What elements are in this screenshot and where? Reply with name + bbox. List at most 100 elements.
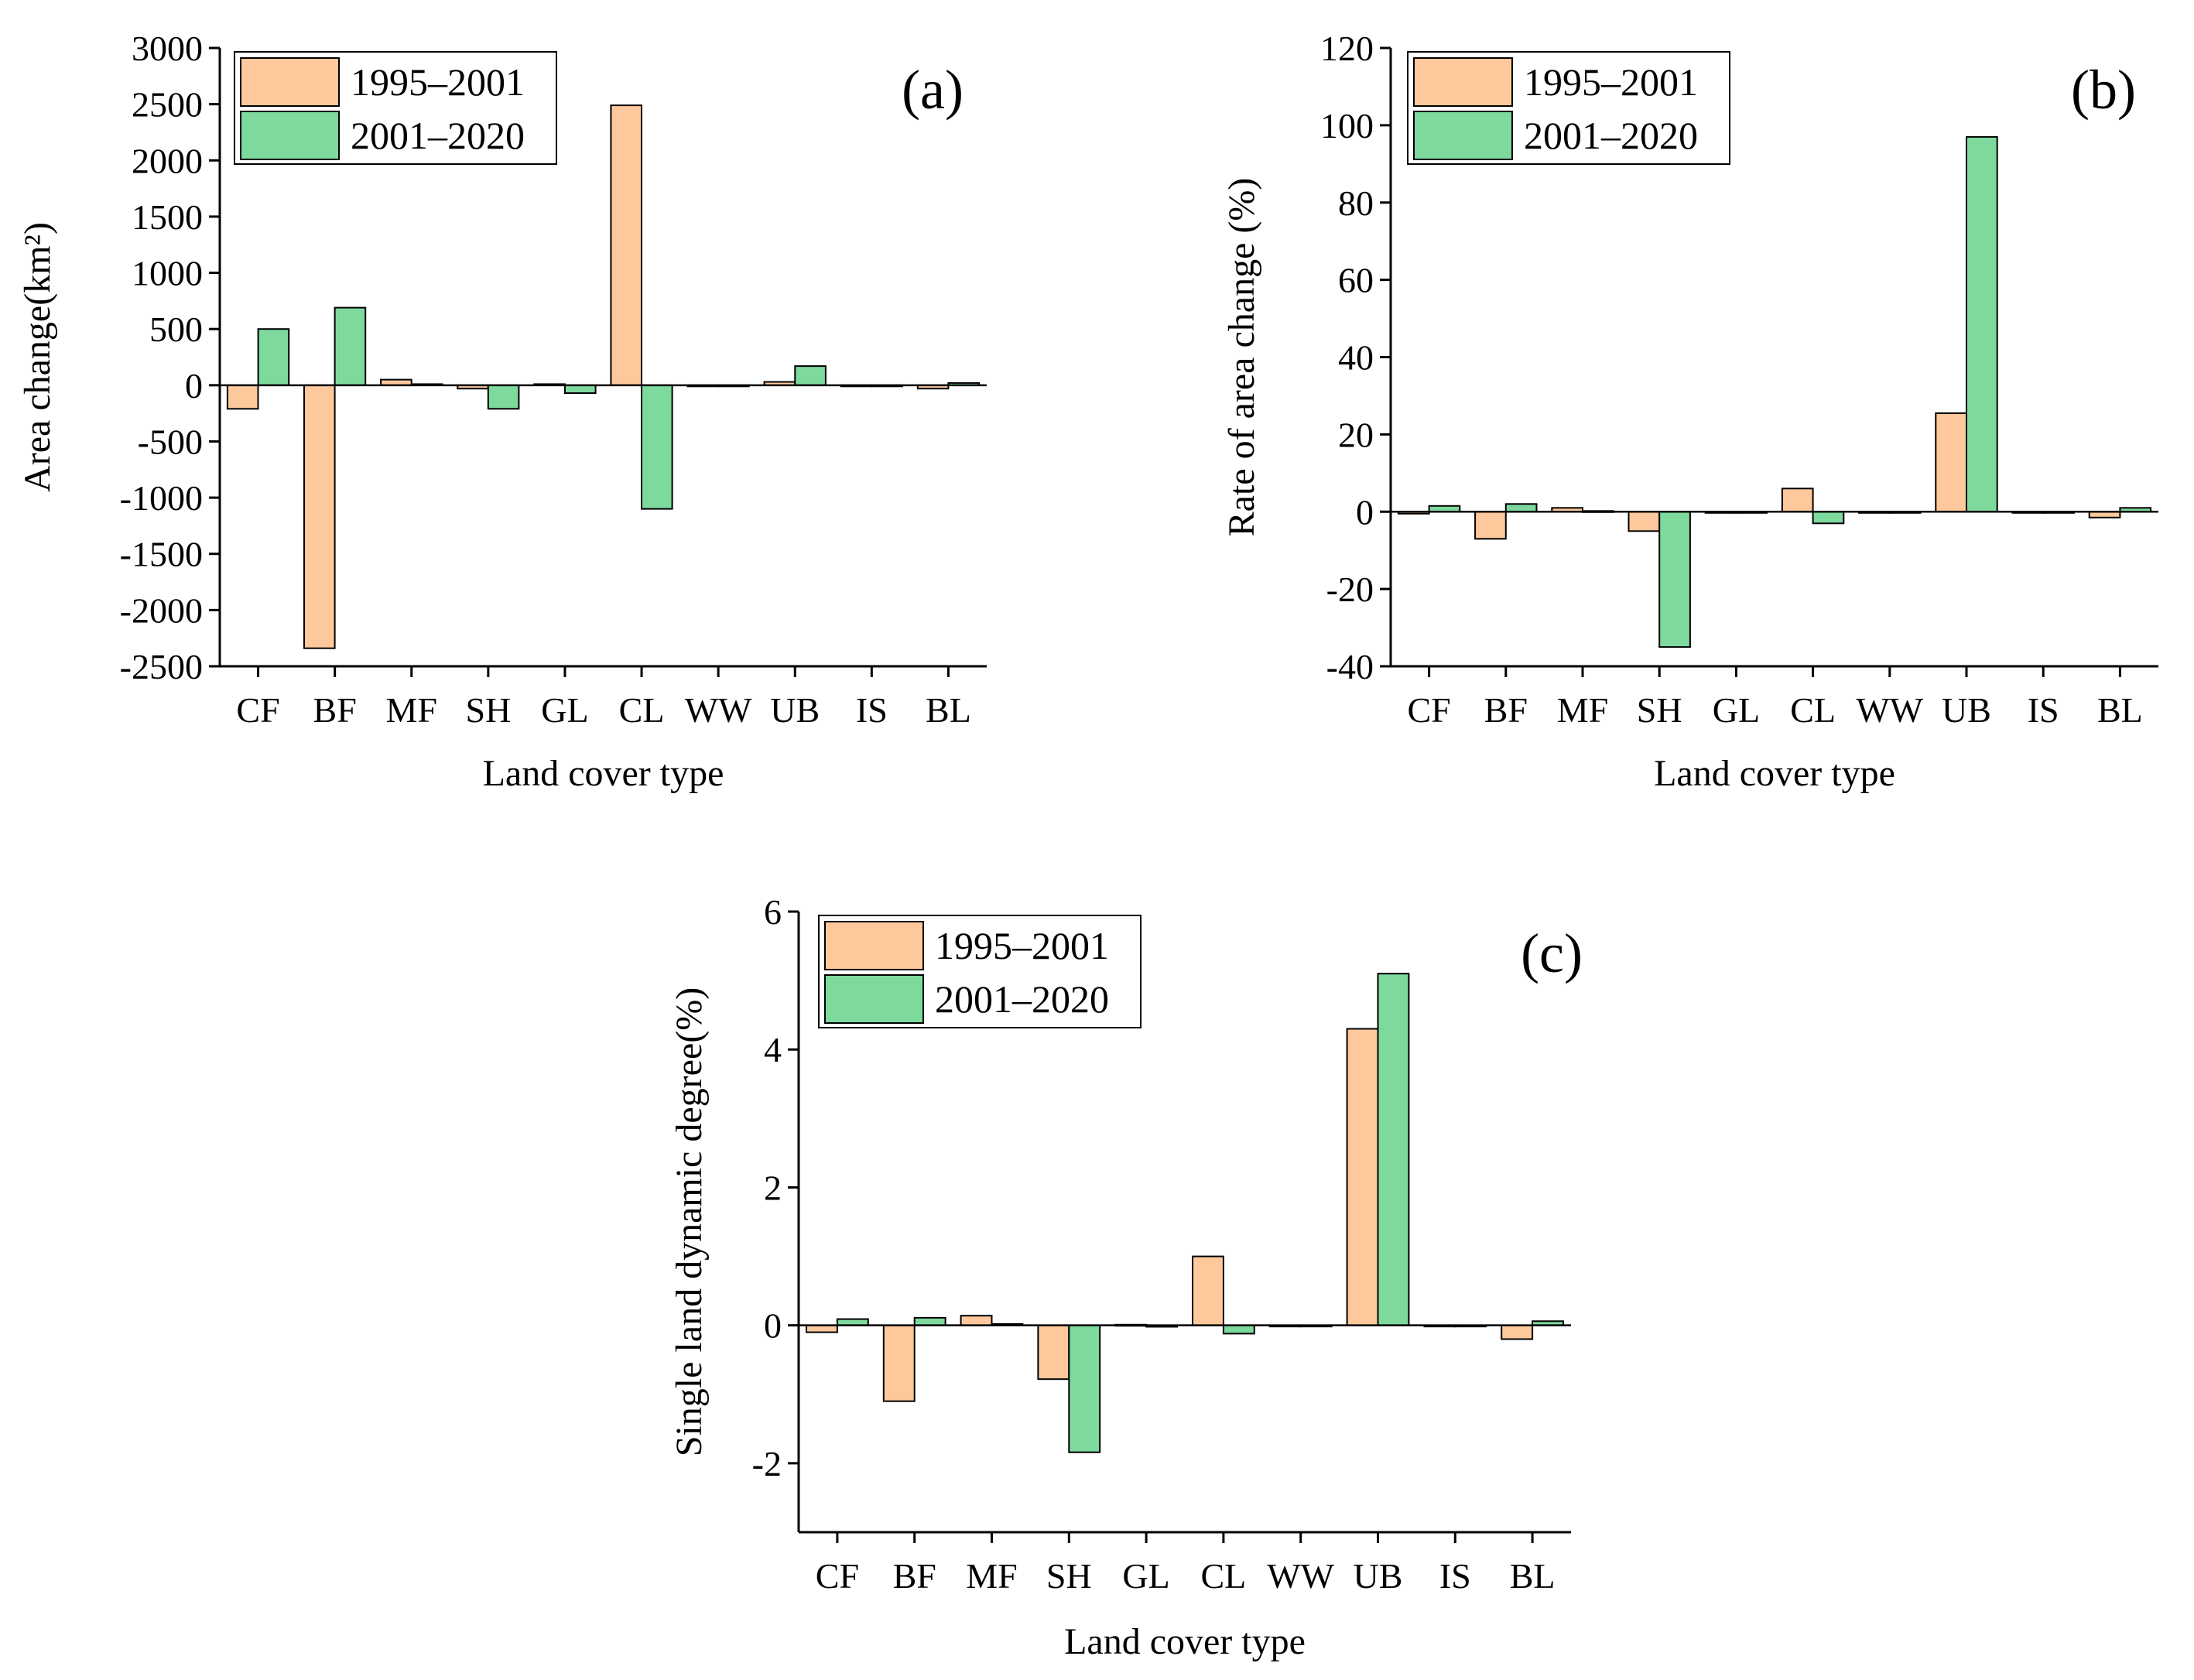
- bar-c-cl-series-1: [1192, 1255, 1224, 1326]
- x-tick-label-a-gl: GL: [541, 690, 588, 730]
- legend-swatch-b-series-1: [1413, 57, 1513, 107]
- y-tick-label-c: -2: [752, 1444, 782, 1483]
- bar-c-mf-series-1: [960, 1315, 993, 1326]
- bar-c-bf-series-2: [913, 1316, 946, 1326]
- x-tick-label-b-cl: CL: [1790, 690, 1836, 730]
- y-tick-label-a: 0: [185, 366, 203, 405]
- y-tick-label-c: 4: [764, 1030, 782, 1069]
- x-tick-label-b-gl: GL: [1713, 690, 1760, 730]
- chart-panel-a: 3000 2500 2000 1500 1000 500 0 -500 -1000 -1500 -2…: [17, 29, 987, 794]
- y-axis-title-b: Rate of area change (%): [1221, 178, 1262, 537]
- x-axis-title-a: Land cover type: [483, 753, 724, 794]
- x-tick-label-c-gl: GL: [1122, 1556, 1169, 1596]
- bar-b-ub-series-2: [1966, 135, 1998, 513]
- y-axis-title-a: Area change(km²): [17, 222, 58, 492]
- bar-a-bf-series-2: [334, 306, 367, 386]
- x-tick-label-a-cl: CL: [619, 690, 665, 730]
- bar-a-cl-series-2: [641, 384, 673, 510]
- bar-a-ub-series-2: [794, 365, 827, 386]
- bar-b-bf-series-2: [1504, 503, 1538, 513]
- bar-a-cl-series-1: [610, 104, 643, 386]
- legend-swatch-a-series-2: [240, 111, 340, 160]
- x-tick-label-b-mf: MF: [1557, 690, 1608, 730]
- x-tick-label-c-is: IS: [1439, 1556, 1471, 1596]
- chart-panel-b: 120 100 80 60 40 20 0 -20 -40 CF BF MF SH GL CL WW UB IS B…: [1221, 29, 2158, 794]
- x-tick-label-c-ww: WW: [1267, 1556, 1334, 1596]
- y-tick-label-b: 60: [1338, 261, 1374, 300]
- chart-panel-c: 6 4 2 0 -2 CF BF MF SH GL CL WW UB IS BL Land cover typ…: [669, 892, 1583, 1662]
- x-tick-label-a-sh: SH: [465, 690, 511, 730]
- x-tick-label-b-bf: BF: [1484, 690, 1528, 730]
- y-tick-label-a: -1000: [120, 478, 203, 518]
- legend-swatch-c-series-1: [824, 921, 924, 970]
- bar-b-cl-series-1: [1781, 488, 1814, 513]
- x-tick-label-b-ub: UB: [1942, 690, 1991, 730]
- bar-c-cl-series-2: [1222, 1324, 1255, 1335]
- bar-b-ub-series-1: [1935, 412, 1968, 513]
- bar-c-ub-series-2: [1377, 973, 1410, 1326]
- legend-swatch-c-series-2: [824, 974, 924, 1024]
- bar-b-cl-series-2: [1812, 511, 1845, 525]
- bar-c-sh-series-1: [1037, 1324, 1070, 1381]
- y-tick-label-a: -2000: [120, 590, 203, 630]
- x-tick-label-c-ub: UB: [1354, 1556, 1403, 1596]
- legend-label-b-series-2: 2001–2020: [1524, 114, 1698, 157]
- y-axis-title-c: Single land dynamic degree(%): [669, 987, 710, 1456]
- x-tick-label-a-bf: BF: [313, 690, 357, 730]
- x-tick-label-c-sh: SH: [1046, 1556, 1092, 1596]
- x-tick-label-a-cf: CF: [236, 690, 279, 730]
- bar-c-ub-series-1: [1346, 1028, 1379, 1326]
- y-tick-label-b: 100: [1320, 106, 1374, 145]
- x-tick-label-b-cf: CF: [1407, 690, 1450, 730]
- bar-a-sh-series-2: [487, 384, 520, 410]
- y-tick-label-a: 3000: [132, 29, 203, 68]
- legend-label-b-series-1: 1995–2001: [1524, 60, 1698, 104]
- y-tick-label-a: 2000: [132, 141, 203, 180]
- y-tick-label-b: 40: [1338, 338, 1374, 378]
- legend-label-a-series-2: 2001–2020: [351, 114, 525, 157]
- bar-b-bf-series-1: [1474, 511, 1507, 540]
- legend-swatch-b-series-2: [1413, 111, 1513, 160]
- x-tick-label-c-cf: CF: [816, 1556, 859, 1596]
- y-tick-label-b: 80: [1338, 183, 1374, 223]
- y-tick-label-b: 20: [1338, 415, 1374, 454]
- panel-label-a: (a): [902, 59, 964, 121]
- bar-c-cf-series-1: [806, 1324, 838, 1333]
- x-tick-label-b-sh: SH: [1637, 690, 1682, 730]
- legend-label-a-series-1: 1995–2001: [351, 60, 525, 104]
- bar-c-sh-series-2: [1068, 1324, 1101, 1453]
- bar-c-cf-series-2: [836, 1318, 869, 1326]
- x-tick-label-a-bl: BL: [926, 690, 971, 730]
- panel-label-b: (b): [2071, 59, 2136, 121]
- y-tick-label-b: 120: [1320, 29, 1374, 68]
- legend-label-c-series-1: 1995–2001: [935, 924, 1109, 967]
- x-tick-label-c-bl: BL: [1510, 1556, 1556, 1596]
- y-tick-label-c: 6: [764, 892, 782, 932]
- x-tick-label-b-ww: WW: [1856, 690, 1923, 730]
- x-axis-title-b: Land cover type: [1654, 753, 1895, 794]
- y-tick-label-b: -40: [1326, 647, 1374, 686]
- bar-b-sh-series-1: [1628, 511, 1661, 532]
- y-tick-label-a: -2500: [120, 647, 203, 686]
- y-tick-label-a: -500: [138, 422, 203, 461]
- x-axis-title-c: Land cover type: [1064, 1621, 1306, 1662]
- x-tick-label-a-is: IS: [856, 690, 888, 730]
- bar-a-gl-series-2: [564, 384, 597, 394]
- y-tick-label-c: 2: [764, 1168, 782, 1207]
- x-tick-label-a-ub: UB: [770, 690, 820, 730]
- x-tick-label-b-is: IS: [2028, 690, 2059, 730]
- y-tick-label-a: -1500: [120, 535, 203, 574]
- x-tick-label-a-ww: WW: [685, 690, 752, 730]
- panel-label-c: (c): [1521, 922, 1583, 984]
- bar-c-bf-series-1: [882, 1324, 916, 1402]
- bar-a-bf-series-1: [303, 384, 336, 649]
- y-tick-label-a: 2500: [132, 85, 203, 125]
- legend-swatch-a-series-1: [240, 57, 340, 107]
- y-tick-label-a: 1500: [132, 197, 203, 237]
- y-tick-label-b: 0: [1356, 492, 1374, 532]
- x-tick-label-c-mf: MF: [966, 1556, 1017, 1596]
- y-tick-label-a: 1000: [132, 254, 203, 293]
- bar-a-cf-series-1: [226, 384, 259, 410]
- x-tick-label-b-bl: BL: [2097, 690, 2143, 730]
